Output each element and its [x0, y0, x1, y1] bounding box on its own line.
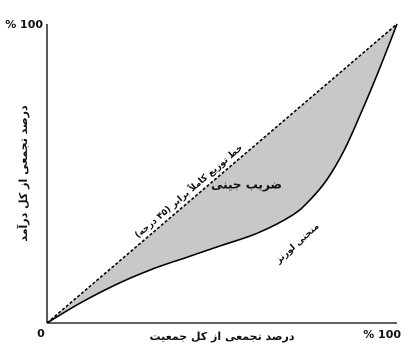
- x-axis-label: درصد تجمعی از کل جمعیت: [149, 330, 294, 343]
- equality-line: [46, 23, 398, 324]
- x-tick-label-100: % 100: [363, 328, 401, 341]
- gini-coefficient-label: ضریب جینی: [211, 177, 282, 191]
- lorenz-curve: [46, 23, 398, 324]
- y-axis-label: درصد تجمعی از کل درآمد: [16, 105, 30, 242]
- lorenz-curve-label: منحنی لورنز: [273, 222, 321, 267]
- x-tick-label-0: 0: [37, 327, 45, 340]
- y-tick-label-100: % 100: [5, 18, 43, 31]
